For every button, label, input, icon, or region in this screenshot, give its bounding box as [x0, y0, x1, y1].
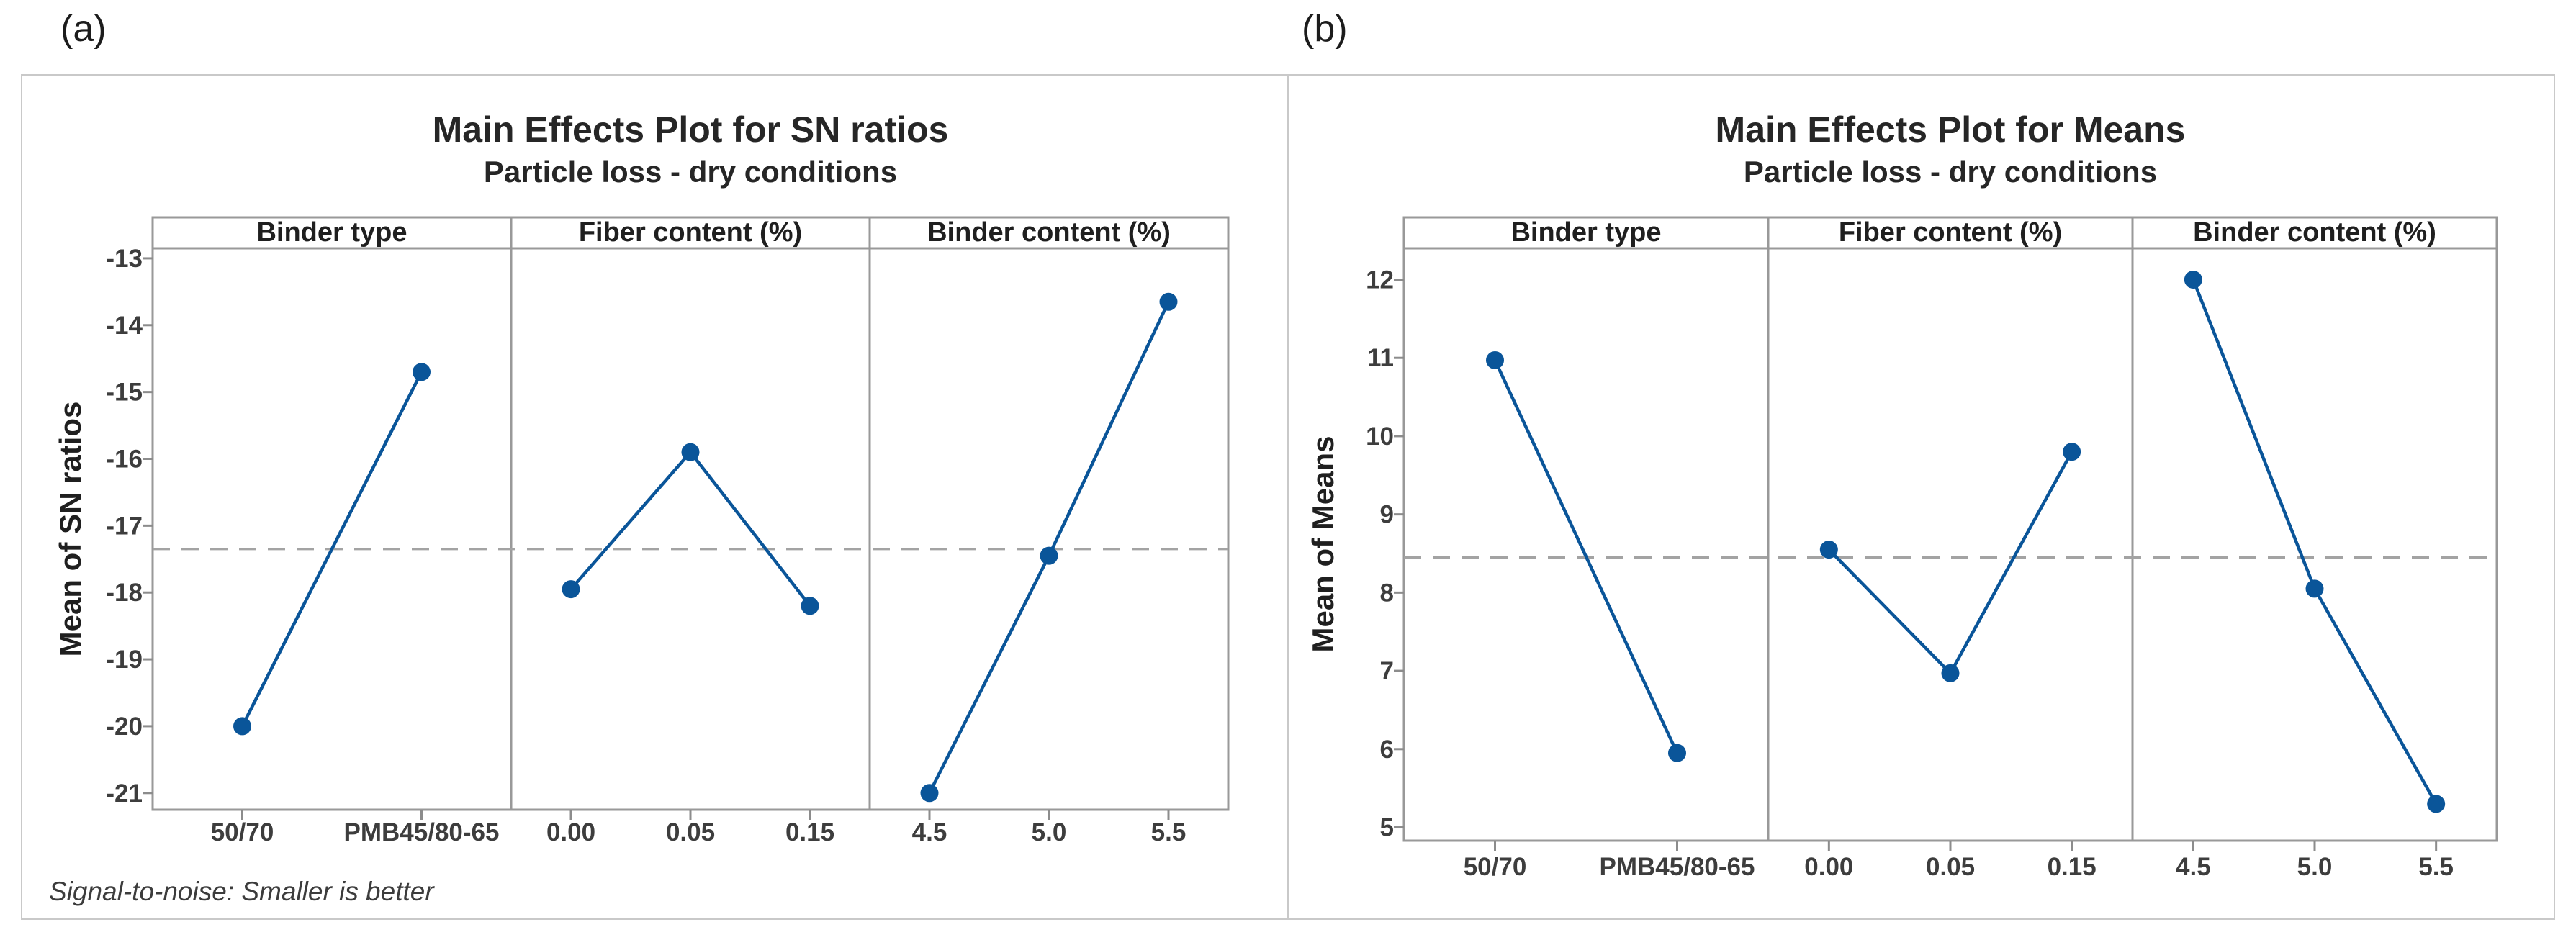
y-axis-tick-label: -20: [106, 713, 143, 741]
data-point: [920, 784, 939, 803]
y-axis-tick-label: -18: [106, 579, 143, 607]
panel-header-label: Binder content (%): [2193, 217, 2436, 248]
data-point: [1486, 351, 1504, 369]
x-axis-tick-label: 50/70: [211, 818, 274, 846]
data-point: [233, 717, 251, 736]
y-axis-tick-label: -13: [106, 245, 143, 273]
subfigure-label-a: (a): [60, 8, 107, 50]
y-axis-tick-label: -19: [106, 646, 143, 674]
y-axis-tick-label: 5: [1380, 814, 1394, 842]
signal-to-noise-footnote: Signal-to-noise: Smaller is better: [49, 877, 434, 906]
y-axis-tick-label: -14: [106, 312, 143, 340]
y-axis-tick-label: -15: [106, 379, 143, 407]
x-axis-tick-label: 5.0: [1032, 818, 1067, 846]
data-point: [1941, 664, 1960, 682]
data-point: [1668, 744, 1686, 762]
chart-a-subtitle: Particle loss - dry conditions: [483, 155, 898, 189]
data-point: [562, 580, 580, 599]
y-axis-tick-label: 12: [1366, 266, 1394, 294]
x-axis-tick-label: 0.00: [1804, 853, 1853, 881]
chart-a-title: Main Effects Plot for SN ratios: [432, 109, 949, 150]
data-point: [413, 363, 431, 381]
chart-b-subtitle: Particle loss - dry conditions: [1743, 155, 2158, 189]
y-axis-tick-label: -21: [106, 779, 143, 808]
x-axis-tick-label: 50/70: [1464, 853, 1527, 881]
y-axis-label: Mean of Means: [1306, 435, 1340, 652]
panel-header-label: Binder type: [1510, 217, 1661, 248]
panel-header-label: Binder content (%): [927, 217, 1171, 248]
effects-line: [569, 449, 811, 607]
y-axis-tick-label: 8: [1380, 579, 1394, 607]
subfigure-label-b: (b): [1302, 8, 1348, 50]
data-point: [1040, 546, 1058, 565]
chart-a-title-block: Main Effects Plot for SN ratios Particle…: [153, 107, 1228, 191]
effects-line: [240, 371, 423, 727]
x-axis-tick-label: 0.15: [785, 818, 834, 846]
chart-b-title: Main Effects Plot for Means: [1715, 109, 2186, 150]
plot-frame: [151, 216, 1230, 811]
data-point: [2063, 443, 2081, 461]
x-axis-tick-label: 5.5: [2418, 853, 2454, 881]
panel-header-label: Fiber content (%): [579, 217, 802, 248]
effects-line: [1493, 359, 1679, 754]
y-axis-tick-label: -17: [106, 512, 143, 540]
y-axis-label: Mean of SN ratios: [53, 402, 87, 657]
data-point: [2184, 270, 2202, 289]
y-axis-tick-label: 11: [1367, 344, 1394, 372]
x-axis-tick-label: 5.0: [2297, 853, 2333, 881]
data-point: [2305, 579, 2324, 598]
panel-header-label: Binder type: [256, 217, 407, 248]
effects-line: [2192, 279, 2438, 805]
x-axis-tick-label: 0.00: [546, 818, 595, 846]
x-axis-tick-label: 0.05: [1926, 853, 1975, 881]
x-axis-tick-label: 5.5: [1151, 818, 1186, 846]
y-axis-tick-label: -16: [106, 446, 143, 474]
y-axis-tick-label: 6: [1380, 736, 1394, 764]
panel-header-label: Fiber content (%): [1839, 217, 2062, 248]
y-axis-tick-label: 9: [1380, 501, 1394, 529]
figure-center-divider: [1287, 74, 1289, 920]
data-point: [2427, 795, 2446, 813]
chart-b-title-block: Main Effects Plot for Means Particle los…: [1404, 107, 2497, 191]
x-axis-tick-label: PMB45/80-65: [1600, 853, 1755, 881]
y-axis-tick-label: 10: [1366, 422, 1394, 451]
data-point: [1159, 292, 1178, 311]
data-point: [681, 443, 700, 461]
x-axis-tick-label: PMB45/80-65: [344, 818, 500, 846]
data-point: [1819, 541, 1838, 559]
x-axis-tick-label: 0.15: [2048, 853, 2097, 881]
x-axis-tick-label: 4.5: [912, 818, 947, 846]
y-axis-tick-label: 7: [1380, 657, 1394, 685]
data-point: [801, 597, 819, 615]
effects-line: [1827, 451, 2073, 677]
x-axis-tick-label: 0.05: [666, 818, 715, 846]
x-axis-tick-label: 4.5: [2176, 853, 2211, 881]
plot-frame: [1402, 216, 2498, 842]
